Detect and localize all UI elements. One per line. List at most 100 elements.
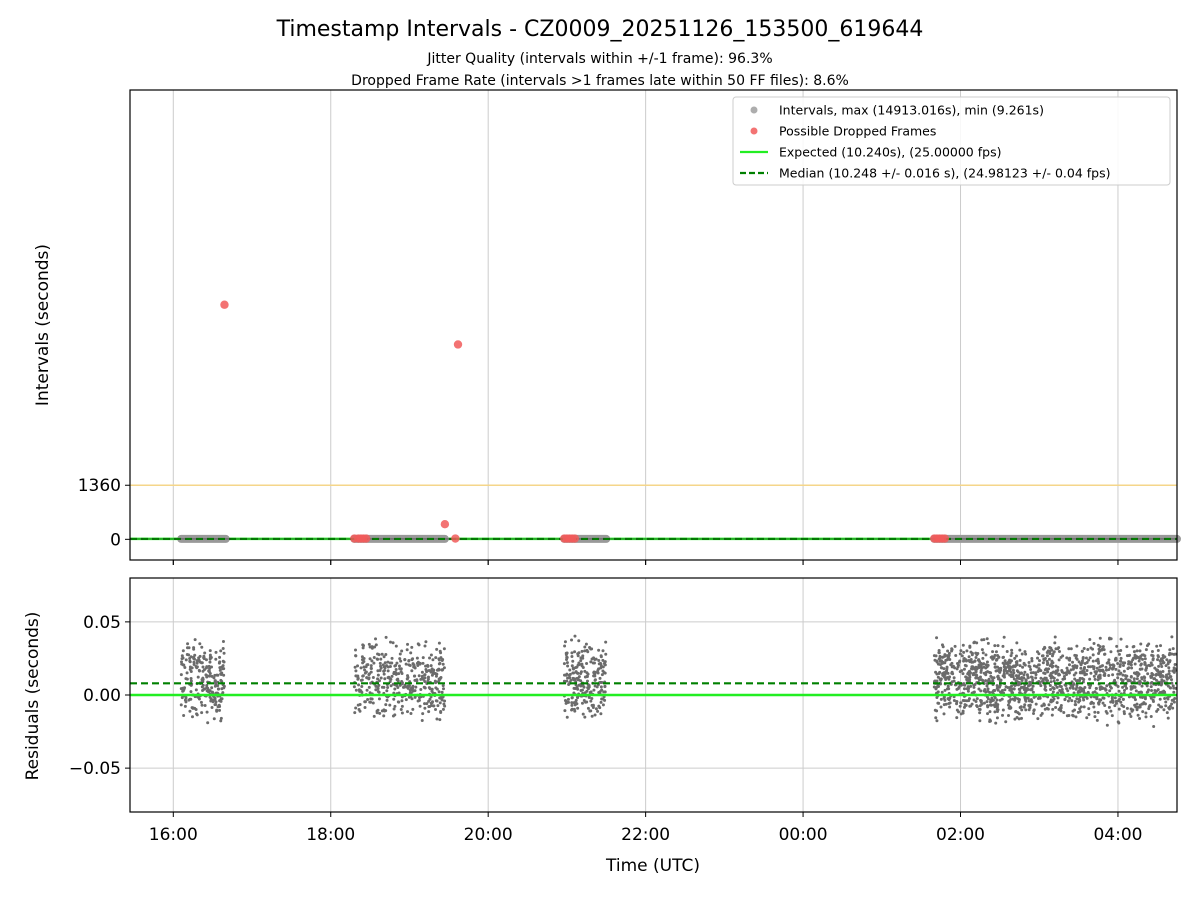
residual-point-3-757 bbox=[1152, 724, 1156, 728]
residual-point-3-795 bbox=[1012, 687, 1016, 691]
residual-point-3-377 bbox=[1167, 653, 1171, 657]
residual-point-3-793 bbox=[968, 669, 972, 673]
residual-point-1-193 bbox=[435, 717, 439, 721]
residual-point-3-223 bbox=[1021, 665, 1025, 669]
residual-point-3-1222 bbox=[988, 710, 992, 714]
residual-point-3-1378 bbox=[1150, 675, 1154, 679]
residual-point-1-270 bbox=[394, 664, 398, 668]
residual-point-1-292 bbox=[413, 689, 417, 693]
residual-point-0-66 bbox=[208, 695, 212, 699]
residual-point-1-303 bbox=[376, 677, 380, 681]
residual-point-3-620 bbox=[1107, 705, 1111, 709]
residual-point-1-353 bbox=[438, 677, 442, 681]
residual-point-2-100 bbox=[579, 679, 583, 683]
residual-point-3-419 bbox=[1110, 714, 1114, 718]
residual-point-3-571 bbox=[1091, 653, 1095, 657]
residual-point-3-685 bbox=[1115, 644, 1119, 648]
residual-point-3-1009 bbox=[995, 657, 999, 661]
residual-point-3-903 bbox=[1027, 708, 1031, 712]
residual-point-3-292 bbox=[952, 679, 956, 683]
residual-point-3-1363 bbox=[1023, 663, 1027, 667]
residual-point-2-36 bbox=[584, 642, 588, 646]
residual-point-1-301 bbox=[412, 663, 416, 667]
residual-point-3-907 bbox=[972, 685, 976, 689]
residual-point-3-954 bbox=[1082, 690, 1086, 694]
residual-point-1-262 bbox=[361, 644, 365, 648]
residual-point-0-142 bbox=[184, 677, 188, 681]
residual-point-3-1238 bbox=[1143, 654, 1147, 658]
residual-point-2-172 bbox=[602, 690, 606, 694]
residual-point-1-366 bbox=[436, 704, 440, 708]
residual-point-1-318 bbox=[413, 666, 417, 670]
residual-point-1-166 bbox=[441, 662, 445, 666]
residual-point-3-736 bbox=[1087, 658, 1091, 662]
residual-point-0-199 bbox=[194, 688, 198, 692]
residual-point-3-741 bbox=[1064, 671, 1068, 675]
residual-point-1-85 bbox=[407, 663, 411, 667]
residual-point-3-1264 bbox=[1052, 679, 1056, 683]
residual-point-1-396 bbox=[372, 714, 376, 718]
residual-point-2-227 bbox=[593, 657, 597, 661]
residual-point-2-77 bbox=[570, 664, 574, 668]
residual-point-0-219 bbox=[181, 649, 185, 653]
residual-point-3-1057 bbox=[1117, 707, 1121, 711]
residual-point-3-1262 bbox=[967, 673, 971, 677]
residual-point-0-83 bbox=[207, 664, 211, 668]
residual-point-3-1341 bbox=[1045, 663, 1049, 667]
residual-point-2-33 bbox=[581, 712, 585, 716]
residual-point-0-101 bbox=[185, 671, 189, 675]
residual-point-3-1197 bbox=[1005, 671, 1009, 675]
residual-point-2-182 bbox=[598, 690, 602, 694]
residual-point-1-231 bbox=[398, 652, 402, 656]
residual-point-3-1474 bbox=[956, 665, 960, 669]
residual-point-2-196 bbox=[584, 700, 588, 704]
residual-point-3-1058 bbox=[1167, 666, 1171, 670]
residual-point-1-145 bbox=[409, 711, 413, 715]
residual-point-3-342 bbox=[1020, 652, 1024, 656]
residual-point-3-1379 bbox=[961, 709, 965, 713]
residual-point-2-231 bbox=[570, 654, 574, 658]
residual-point-3-286 bbox=[1074, 715, 1078, 719]
residual-point-3-929 bbox=[933, 708, 937, 712]
residual-point-3-1337 bbox=[1095, 696, 1099, 700]
residual-point-3-614 bbox=[1089, 671, 1093, 675]
residual-point-3-1423 bbox=[971, 665, 975, 669]
residual-point-3-582 bbox=[990, 655, 994, 659]
residual-point-3-612 bbox=[945, 671, 949, 675]
residual-point-3-1492 bbox=[1163, 690, 1167, 694]
residual-point-3-1046 bbox=[1129, 714, 1133, 718]
residual-point-0-170 bbox=[189, 655, 193, 659]
residual-point-1-110 bbox=[386, 686, 390, 690]
residual-point-3-1030 bbox=[1116, 676, 1120, 680]
residual-point-0-124 bbox=[222, 673, 226, 677]
residual-point-0-158 bbox=[216, 705, 220, 709]
residual-point-1-409 bbox=[434, 672, 438, 676]
residual-point-3-591 bbox=[1104, 668, 1108, 672]
dropped-frame-point-1 bbox=[440, 520, 450, 529]
residual-point-3-1200 bbox=[1155, 668, 1159, 672]
residual-point-3-1328 bbox=[1139, 667, 1143, 671]
residual-point-2-105 bbox=[570, 707, 574, 711]
residual-point-3-752 bbox=[1170, 652, 1174, 656]
residual-point-3-845 bbox=[1042, 671, 1046, 675]
residual-point-3-1313 bbox=[1079, 670, 1083, 674]
residual-point-3-353 bbox=[1009, 654, 1013, 658]
residual-point-0-226 bbox=[183, 698, 187, 702]
residual-point-0-96 bbox=[214, 657, 218, 661]
residual-point-3-1146 bbox=[1057, 707, 1061, 711]
residual-point-1-383 bbox=[373, 645, 377, 649]
residual-point-2-188 bbox=[593, 684, 597, 688]
residual-point-3-403 bbox=[1068, 696, 1072, 700]
residual-point-3-1078 bbox=[969, 684, 973, 688]
residual-point-3-675 bbox=[1046, 670, 1050, 674]
residual-point-3-1035 bbox=[1008, 688, 1012, 692]
residual-point-1-151 bbox=[388, 661, 392, 665]
residual-point-3-1272 bbox=[944, 678, 948, 682]
residual-point-3-1054 bbox=[985, 684, 989, 688]
residual-point-2-220 bbox=[589, 699, 593, 703]
residual-point-3-738 bbox=[1120, 703, 1124, 707]
residual-point-3-759 bbox=[932, 685, 936, 689]
residual-point-3-1296 bbox=[1007, 660, 1011, 664]
residual-point-1-156 bbox=[427, 668, 431, 672]
bottom-ytick-label-0: 0.05 bbox=[83, 613, 121, 633]
